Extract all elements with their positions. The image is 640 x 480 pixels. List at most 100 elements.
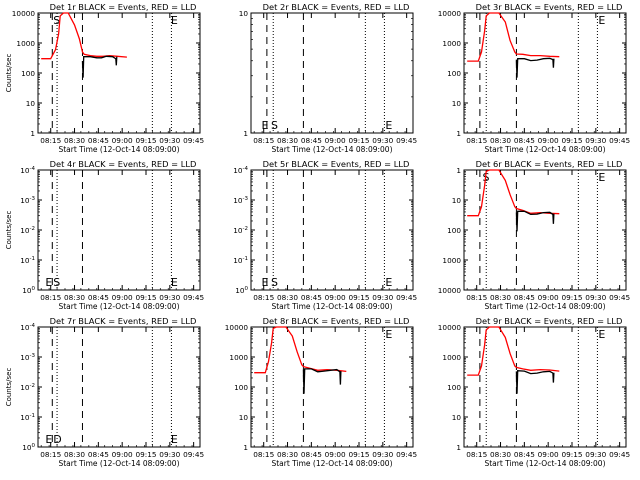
y-tick-label: 10 xyxy=(452,196,462,205)
x-tick-label: 08:15 xyxy=(466,293,487,302)
x-tick-label: 08:15 xyxy=(253,293,274,302)
x-tick-label: 09:45 xyxy=(183,136,204,145)
x-tick-label: 09:45 xyxy=(609,136,630,145)
y-tick-exponent: -2 xyxy=(30,383,35,389)
chart-panel-2: Det 2r BLACK = Events, RED = LLD 1 10 08:15… xyxy=(239,2,417,154)
y-tick-exponent: -4 xyxy=(30,323,36,329)
x-tick-label: 08:45 xyxy=(514,450,535,459)
lld-rate-line xyxy=(254,326,347,374)
y-tick-exponent: -4 xyxy=(30,166,36,172)
event-marker-label: E xyxy=(598,171,605,184)
event-marker-label: E xyxy=(385,119,392,132)
chart-panel-7: Det 7r BLACK = Events, RED = LLD 100 10-1 1… xyxy=(5,316,204,468)
y-tick-label: 10-1 xyxy=(233,256,248,265)
y-tick-label: 10-3 xyxy=(233,196,248,205)
x-tick-label: 09:00 xyxy=(538,136,559,145)
y-tick-label: 10 xyxy=(239,413,249,422)
event-marker-label: S xyxy=(53,276,60,289)
x-tick-label: 09:45 xyxy=(183,450,204,459)
x-tick-label: 09:30 xyxy=(372,293,393,302)
x-tick-label: 09:45 xyxy=(396,450,417,459)
x-axis-label: Start Time (12-Oct-14 08:09:00) xyxy=(271,302,392,311)
x-tick-label: 09:45 xyxy=(183,293,204,302)
x-tick-label: 09:00 xyxy=(325,450,346,459)
chart-panel-1: Det 1r BLACK = Events, RED = LLD 1 10 100 10… xyxy=(5,2,204,154)
chart-title: Det 5r BLACK = Events, RED = LLD xyxy=(263,159,410,169)
x-tick-label: 08:45 xyxy=(301,450,322,459)
chart-title: Det 4r BLACK = Events, RED = LLD xyxy=(50,159,197,169)
x-tick-label: 08:45 xyxy=(301,136,322,145)
chart-title: Det 8r BLACK = Events, RED = LLD xyxy=(263,316,410,326)
y-tick-label: 10 xyxy=(239,9,249,18)
chart-panel-5: Det 5r BLACK = Events, RED = LLD 100 10-1 1… xyxy=(233,159,417,311)
x-tick-label: 09:30 xyxy=(372,136,393,145)
y-axis-label: Counts/sec xyxy=(5,368,13,407)
y-axis-label: Counts/sec xyxy=(5,211,13,250)
x-tick-label: 09:30 xyxy=(159,450,180,459)
y-tick-label: 10-1 xyxy=(20,413,35,422)
event-marker-label: D xyxy=(53,433,61,446)
x-axis-label: Start Time (12-Oct-14 08:09:00) xyxy=(58,459,179,468)
x-tick-label: 09:00 xyxy=(538,450,559,459)
x-axis-label: Start Time (12-Oct-14 08:09:00) xyxy=(484,459,605,468)
lld-rate-line xyxy=(467,12,560,62)
plot-frame xyxy=(463,12,627,134)
event-marker-label: E xyxy=(598,328,605,341)
y-tick-exponent: -3 xyxy=(243,196,249,202)
x-tick-label: 09:30 xyxy=(585,293,606,302)
events-rate-line xyxy=(515,57,555,78)
events-rate-line xyxy=(515,210,555,232)
event-marker-label: E xyxy=(598,14,605,27)
x-tick-label: 09:45 xyxy=(396,136,417,145)
x-tick-label: 08:15 xyxy=(253,136,274,145)
x-axis-label: Start Time (12-Oct-14 08:09:00) xyxy=(271,145,392,154)
x-tick-label: 09:30 xyxy=(159,293,180,302)
chart-title: Det 6r BLACK = Events, RED = LLD xyxy=(476,159,623,169)
x-tick-label: 08:45 xyxy=(88,136,109,145)
x-tick-label: 08:15 xyxy=(40,450,61,459)
y-tick-label: 100 xyxy=(22,286,35,295)
x-tick-label: 08:45 xyxy=(88,450,109,459)
x-tick-label: 09:15 xyxy=(561,450,582,459)
y-tick-label: 100 xyxy=(447,226,461,235)
chart-title: Det 7r BLACK = Events, RED = LLD xyxy=(50,316,197,326)
y-tick-exponent: -1 xyxy=(30,413,35,419)
plot-frame xyxy=(37,12,201,134)
chart-title: Det 1r BLACK = Events, RED = LLD xyxy=(50,2,197,12)
y-tick-label: 10 xyxy=(26,99,36,108)
x-tick-label: 09:45 xyxy=(609,293,630,302)
chart-panel-3: Det 3r BLACK = Events, RED = LLD 1 10 100 10… xyxy=(438,2,630,154)
y-tick-exponent: -3 xyxy=(30,353,36,359)
x-tick-label: 09:00 xyxy=(325,293,346,302)
x-tick-label: 08:45 xyxy=(88,293,109,302)
event-marker-label: E xyxy=(262,119,269,132)
y-tick-label: 1000 xyxy=(442,353,461,362)
y-tick-label: 1 xyxy=(243,443,248,452)
event-marker-label: E xyxy=(45,276,52,289)
y-tick-label: 100 xyxy=(447,383,461,392)
y-tick-label: 1 xyxy=(456,129,461,138)
event-marker-label: S xyxy=(53,14,60,27)
chart-title: Det 3r BLACK = Events, RED = LLD xyxy=(476,2,623,12)
y-tick-label: 10 xyxy=(452,99,462,108)
y-tick-label: 10000 xyxy=(438,323,462,332)
x-tick-label: 08:30 xyxy=(64,136,85,145)
x-tick-label: 09:30 xyxy=(585,136,606,145)
y-tick-label: 10000 xyxy=(225,323,249,332)
y-tick-exponent: -2 xyxy=(243,226,248,232)
chart-title: Det 2r BLACK = Events, RED = LLD xyxy=(263,2,410,12)
y-tick-label: 1 xyxy=(456,443,461,452)
y-tick-exponent: 0 xyxy=(32,443,36,449)
chart-panel-9: Det 9r BLACK = Events, RED = LLD 1 10 100 10… xyxy=(438,316,630,468)
y-tick-exponent: 0 xyxy=(245,286,249,292)
lld-rate-line xyxy=(467,169,560,217)
y-axis-label: Counts/sec xyxy=(5,54,13,93)
y-tick-label: 1 xyxy=(30,129,35,138)
event-marker-label: S xyxy=(271,276,278,289)
plot-frame xyxy=(37,169,201,291)
x-tick-label: 08:15 xyxy=(40,293,61,302)
y-tick-label: 1000 xyxy=(16,39,35,48)
y-tick-label: 100 xyxy=(22,443,35,452)
y-tick-label: 10-2 xyxy=(20,226,35,235)
chart-panel-4: Det 4r BLACK = Events, RED = LLD 100 10-1 1… xyxy=(5,159,204,311)
